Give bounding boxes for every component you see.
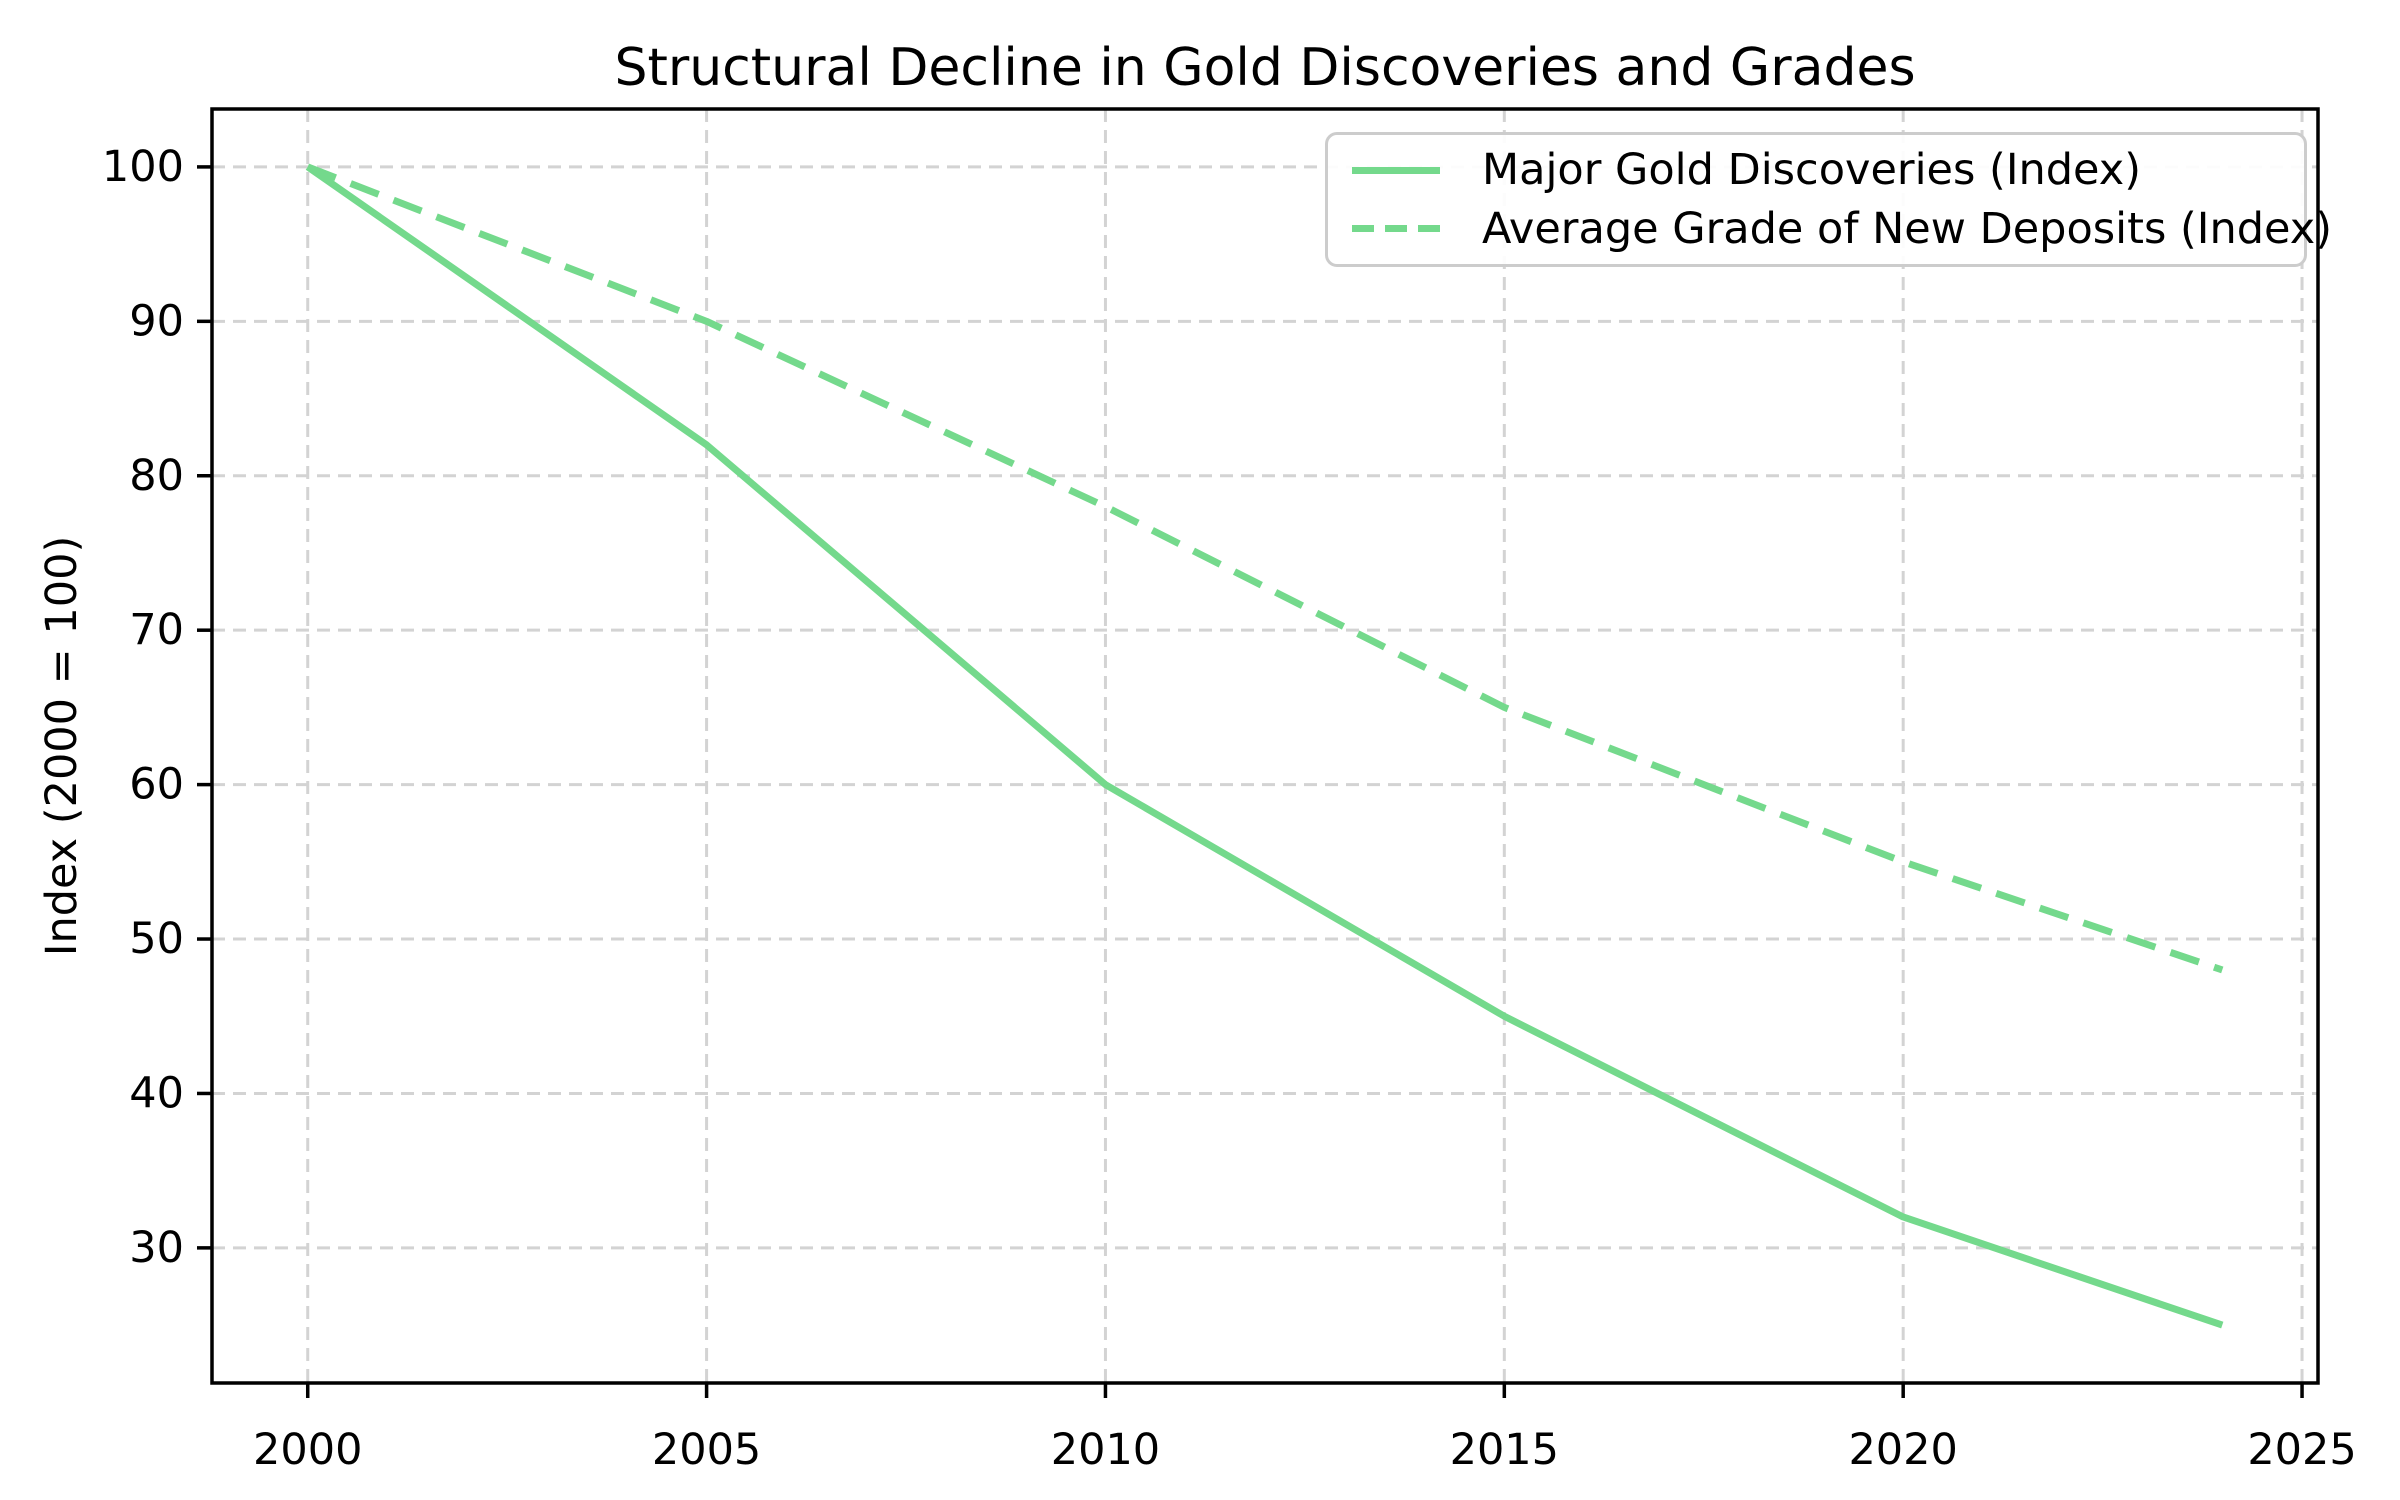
y-tick-label: 100 xyxy=(102,142,184,192)
x-tick-label: 2025 xyxy=(2247,1425,2356,1475)
legend: Major Gold Discoveries (Index) Average G… xyxy=(1325,132,2332,267)
y-tick-label: 90 xyxy=(129,296,184,346)
plot-border xyxy=(210,107,2320,1385)
legend-label-grade: Average Grade of New Deposits (Index) xyxy=(1482,203,2332,254)
legend-item-discoveries: Major Gold Discoveries (Index) xyxy=(1328,141,2304,199)
y-tick-label: 50 xyxy=(129,914,184,964)
dashed-line-swatch-icon xyxy=(1352,225,1440,233)
discoveries-line xyxy=(305,164,2224,1329)
x-tick-label: 2020 xyxy=(1848,1425,1957,1475)
chart-title: Structural Decline in Gold Discoveries a… xyxy=(614,38,1916,98)
y-tick-label: 60 xyxy=(129,760,184,810)
grade-line xyxy=(306,163,2224,974)
legend-item-grade: Average Grade of New Deposits (Index) xyxy=(1328,200,2332,258)
y-tick-label: 80 xyxy=(129,451,184,501)
solid-line-swatch-icon xyxy=(1352,166,1440,174)
x-tick-label: 2000 xyxy=(253,1425,362,1475)
y-axis-label: Index (2000 = 100) xyxy=(37,535,87,957)
x-tick-label: 2015 xyxy=(1450,1425,1559,1475)
y-tick-label: 30 xyxy=(129,1223,184,1273)
y-tick-label: 40 xyxy=(129,1068,184,1118)
x-tick-label: 2005 xyxy=(652,1425,761,1475)
legend-label-discoveries: Major Gold Discoveries (Index) xyxy=(1482,145,2141,196)
x-tick-label: 2010 xyxy=(1051,1425,1160,1475)
y-tick-label: 70 xyxy=(129,605,184,655)
